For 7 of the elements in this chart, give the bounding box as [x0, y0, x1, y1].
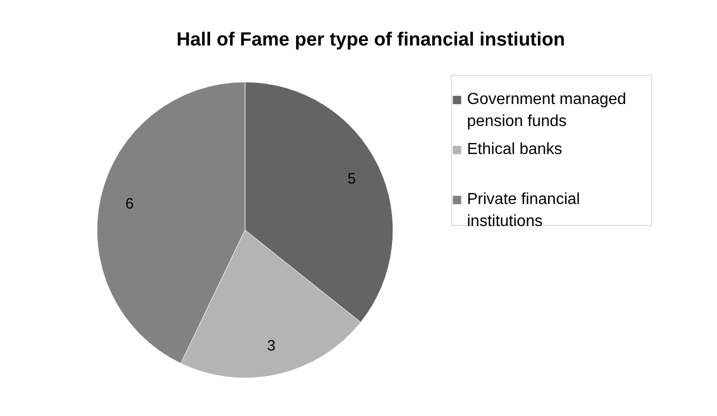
legend-label: Government managed pension funds [467, 91, 626, 130]
legend-label: Ethical banks [467, 141, 562, 158]
data-label: 6 [125, 196, 134, 213]
data-label: 5 [348, 170, 356, 188]
legend-label: Private financial institutions [467, 191, 580, 230]
data-label: 3 [267, 337, 276, 354]
chart-title: Hall of Fame per type of financial instiution [176, 30, 565, 50]
